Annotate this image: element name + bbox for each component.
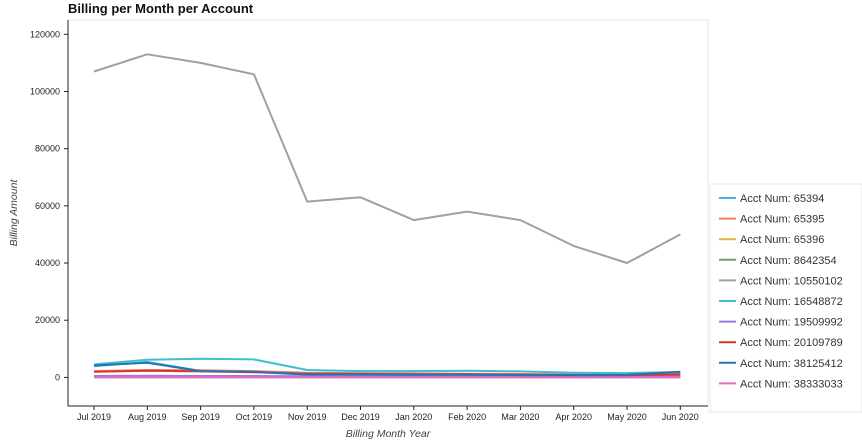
legend-label: Acct Num: 16548872 xyxy=(740,296,843,308)
legend-label: Acct Num: 20109789 xyxy=(740,337,843,349)
x-tick-label: Aug 2019 xyxy=(128,412,167,422)
x-tick-label: Dec 2019 xyxy=(341,412,380,422)
x-tick-label: Nov 2019 xyxy=(288,412,327,422)
x-tick-label: Jan 2020 xyxy=(395,412,432,422)
x-tick-label: Mar 2020 xyxy=(501,412,539,422)
x-tick-label: Jun 2020 xyxy=(662,412,699,422)
x-ticks: Jul 2019 Aug 2019 Sep 2019 Oct 2019 Nov 2019… xyxy=(77,406,699,422)
y-tick-label: 20000 xyxy=(35,315,60,325)
x-tick-label: Jul 2019 xyxy=(77,412,111,422)
y-ticks: 0 20000 40000 60000 80000 100000 120000 xyxy=(30,29,68,382)
legend-label: Acct Num: 10550102 xyxy=(740,275,843,287)
legend-box xyxy=(709,183,862,413)
legend: Acct Num: 65394 Acct Num: 65395 Acct Num: … xyxy=(709,183,862,413)
x-tick-label: Oct 2019 xyxy=(236,412,273,422)
plot-area xyxy=(67,19,709,407)
legend-label: Acct Num: 19509992 xyxy=(740,317,843,329)
legend-label: Acct Num: 65394 xyxy=(740,193,824,205)
x-axis-title: Billing Month Year xyxy=(346,428,431,440)
x-tick-label: Feb 2020 xyxy=(448,412,486,422)
plot-frame xyxy=(67,19,709,407)
series-lines xyxy=(93,53,681,379)
y-axis-title: Billing Amount xyxy=(8,179,20,247)
legend-label: Acct Num: 65395 xyxy=(740,214,824,226)
chart-title: Billing per Month per Account xyxy=(68,1,254,16)
legend-items: Acct Num: 65394 Acct Num: 65395 Acct Num: … xyxy=(719,193,843,390)
series-line-9 xyxy=(93,361,681,377)
series-line-6 xyxy=(93,357,681,375)
x-tick-label: Apr 2020 xyxy=(555,412,592,422)
legend-label: Acct Num: 8642354 xyxy=(740,255,837,267)
y-tick-label: 120000 xyxy=(30,29,60,39)
y-tick-label: 100000 xyxy=(30,86,60,96)
legend-label: Acct Num: 38125412 xyxy=(740,358,843,370)
x-tick-label: Sep 2019 xyxy=(181,412,220,422)
series-line-5 xyxy=(93,53,681,264)
x-tick-label: May 2020 xyxy=(607,412,647,422)
legend-label: Acct Num: 65396 xyxy=(740,234,824,246)
y-tick-label: 40000 xyxy=(35,258,60,268)
y-tick-label: 60000 xyxy=(35,201,60,211)
legend-label: Acct Num: 38333033 xyxy=(740,378,843,390)
y-tick-label: 80000 xyxy=(35,144,60,154)
y-tick-label: 0 xyxy=(55,372,60,382)
